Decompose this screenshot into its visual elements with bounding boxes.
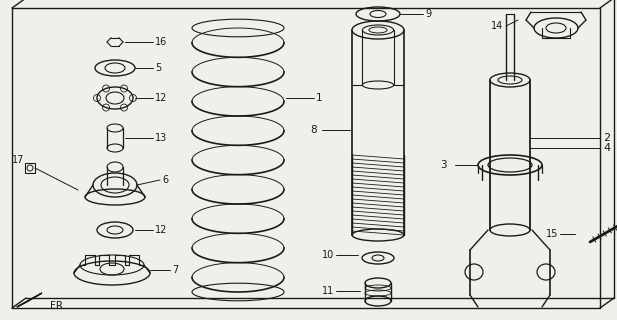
Text: 13: 13 — [155, 133, 167, 143]
Text: 12: 12 — [155, 225, 167, 235]
Text: 15: 15 — [545, 229, 558, 239]
Text: 5: 5 — [155, 63, 161, 73]
Text: 12: 12 — [155, 93, 167, 103]
Text: 4: 4 — [603, 143, 610, 153]
Text: 2: 2 — [603, 133, 610, 143]
Text: 1: 1 — [316, 93, 323, 103]
Text: FR.: FR. — [50, 301, 66, 311]
Text: 3: 3 — [440, 160, 447, 170]
Text: 9: 9 — [425, 9, 431, 19]
Text: 7: 7 — [172, 265, 178, 275]
Text: 16: 16 — [155, 37, 167, 47]
Polygon shape — [17, 293, 42, 307]
Text: 10: 10 — [322, 250, 334, 260]
Text: 14: 14 — [491, 21, 503, 31]
Text: 11: 11 — [322, 286, 334, 296]
Bar — [25, 163, 35, 173]
Text: 8: 8 — [310, 125, 317, 135]
Text: 17: 17 — [12, 155, 25, 165]
Text: 6: 6 — [162, 175, 168, 185]
